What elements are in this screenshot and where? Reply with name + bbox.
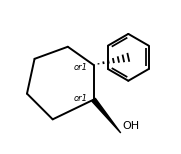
Polygon shape [92,98,121,133]
Text: or1: or1 [74,63,88,72]
Text: OH: OH [122,122,139,132]
Text: or1: or1 [74,94,88,103]
